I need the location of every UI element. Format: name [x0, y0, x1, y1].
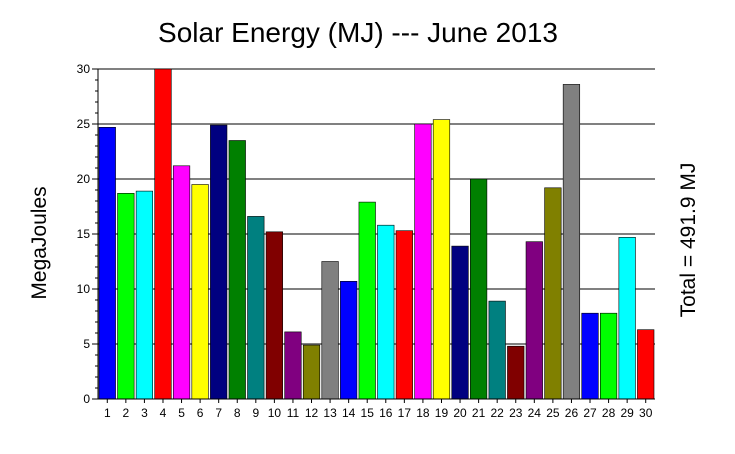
bar-day-19	[432, 119, 451, 400]
x-tick-label-14: 14	[342, 406, 356, 420]
x-tick-label-12: 12	[305, 406, 319, 420]
x-tick-label-2: 2	[123, 406, 130, 420]
bar-day-25	[544, 187, 562, 400]
x-tick-label-29: 29	[620, 406, 634, 420]
y-tick-label-5: 5	[83, 337, 90, 351]
bar-layer	[98, 68, 655, 400]
x-tick-label-5: 5	[178, 406, 185, 420]
x-tick-label-4: 4	[160, 406, 167, 420]
x-tick-label-3: 3	[141, 406, 148, 420]
bar-day-2	[117, 193, 135, 400]
grid-layer	[98, 68, 655, 345]
bar-day-20	[451, 245, 469, 400]
x-tick-label-27: 27	[583, 406, 597, 420]
bar-day-23	[507, 345, 525, 400]
bar-day-11	[284, 331, 302, 400]
bar-day-9	[247, 216, 265, 400]
bar-day-7	[210, 124, 228, 400]
bar-day-4	[154, 68, 172, 400]
bar-day-26	[562, 84, 581, 400]
y-tick-label-25: 25	[77, 117, 91, 131]
x-tick-label-18: 18	[416, 406, 430, 420]
bar-day-18	[414, 123, 432, 400]
bar-day-10	[265, 231, 283, 400]
x-tick-label-19: 19	[435, 406, 449, 420]
bar-day-24	[525, 241, 543, 400]
x-tick-label-10: 10	[268, 406, 282, 420]
x-tick-label-11: 11	[287, 406, 300, 420]
bar-day-17	[395, 230, 413, 400]
x-tick-label-26: 26	[565, 406, 579, 420]
bar-day-3	[135, 190, 153, 400]
x-tick-label-7: 7	[215, 406, 222, 420]
chart-title: Solar Energy (MJ) --- June 2013	[158, 17, 558, 48]
bar-day-15	[358, 201, 376, 400]
x-tick-label-28: 28	[602, 406, 616, 420]
x-tick-label-21: 21	[472, 406, 486, 420]
y-axis-label: MegaJoules	[28, 186, 51, 299]
bar-day-14	[340, 280, 358, 400]
bar-day-12	[302, 344, 321, 400]
bar-day-16	[377, 224, 395, 400]
x-tick-label-6: 6	[197, 406, 204, 420]
x-tick-label-22: 22	[491, 406, 505, 420]
bar-day-6	[191, 184, 209, 400]
x-tick-label-8: 8	[234, 406, 241, 420]
x-tick-label-17: 17	[398, 406, 412, 420]
bar-day-29	[618, 237, 636, 400]
x-tick-label-15: 15	[361, 406, 375, 420]
bar-day-30	[637, 329, 655, 400]
x-tick-label-25: 25	[546, 406, 560, 420]
y-tick-label-10: 10	[77, 282, 91, 296]
y-tick-label-20: 20	[77, 172, 91, 186]
x-tick-label-24: 24	[528, 406, 542, 420]
bar-day-27	[581, 312, 599, 400]
bar-day-5	[172, 165, 191, 400]
bar-day-28	[599, 312, 618, 400]
x-tick-label-9: 9	[252, 406, 259, 420]
y-tick-label-30: 30	[77, 62, 91, 76]
x-tick-label-23: 23	[509, 406, 523, 420]
y-tick-label-0: 0	[83, 392, 90, 406]
x-tick-label-16: 16	[379, 406, 393, 420]
y-tick-label-15: 15	[77, 227, 91, 241]
x-tick-label-20: 20	[453, 406, 467, 420]
bar-day-21	[470, 178, 488, 400]
total-label: Total = 491.9 MJ	[677, 163, 700, 318]
bar-day-13	[321, 261, 339, 400]
x-tick-label-13: 13	[323, 406, 337, 420]
x-tick-label-30: 30	[639, 406, 653, 420]
x-tick-label-1: 1	[104, 406, 111, 420]
bar-day-22	[488, 300, 506, 400]
bar-day-1	[98, 127, 116, 400]
bar-day-8	[228, 140, 246, 400]
